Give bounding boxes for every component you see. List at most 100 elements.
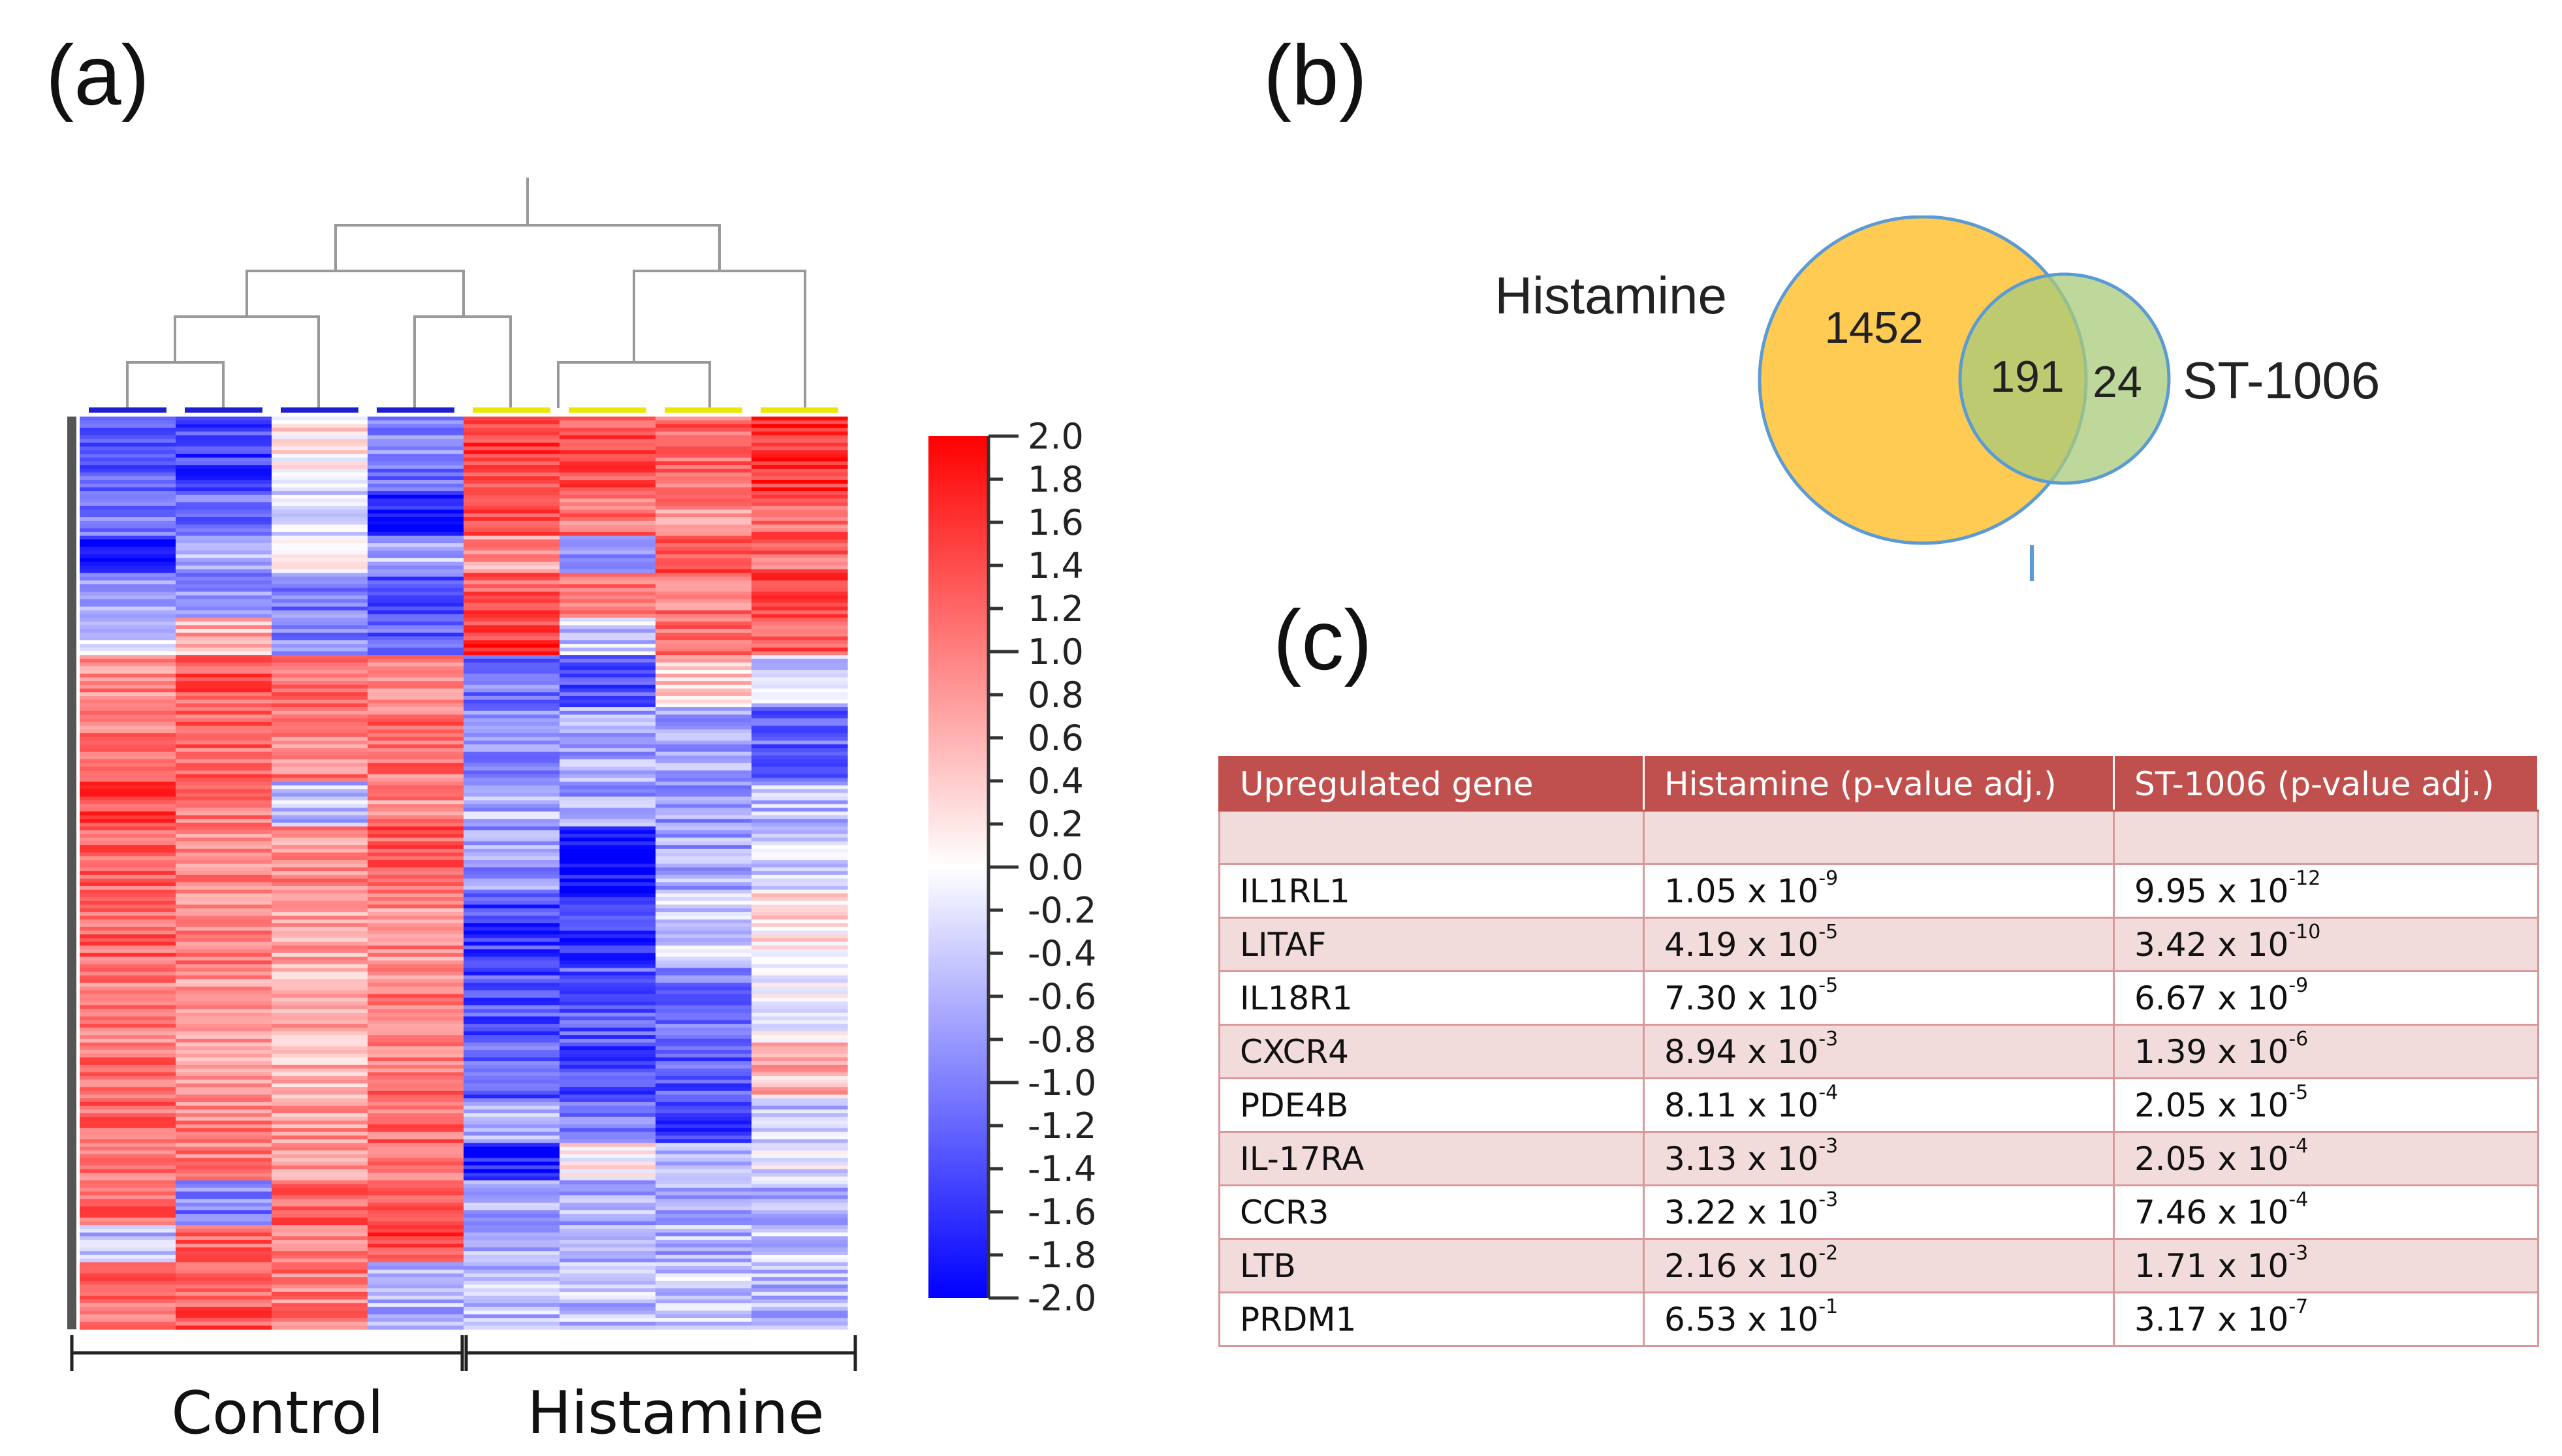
- heatmap-cell: [80, 625, 176, 629]
- heatmap-cell: [176, 1101, 272, 1107]
- heatmap-cell: [176, 841, 272, 846]
- heatmap-cell: [272, 621, 368, 626]
- heatmap-cell: [656, 834, 752, 838]
- heatmap-cell: [176, 1206, 272, 1211]
- heatmap-cell: [272, 797, 368, 801]
- heatmap-cell: [272, 1154, 368, 1159]
- pvalue-base: 2.16 x 10: [1664, 1246, 1819, 1285]
- heatmap-cell: [560, 1221, 656, 1226]
- heatmap-cell: [656, 874, 752, 879]
- heatmap-cell: [176, 1094, 272, 1099]
- heatmap-cell: [560, 1031, 656, 1036]
- heatmap-cell: [464, 607, 560, 611]
- heatmap-cell: [80, 592, 176, 596]
- heatmap-cell: [368, 599, 464, 603]
- heatmap-cell: [560, 710, 656, 716]
- heatmap-cell: [80, 1053, 176, 1058]
- heatmap-cell: [176, 644, 272, 648]
- heatmap-cell: [272, 498, 368, 503]
- heatmap-cell: [560, 1147, 656, 1151]
- pvalue-exponent: -1: [1818, 1295, 1839, 1318]
- heatmap-cell: [656, 987, 752, 991]
- heatmap-cell: [751, 562, 848, 566]
- heatmap-cell: [176, 688, 272, 693]
- heatmap-cell: [368, 1277, 464, 1282]
- heatmap-cell: [751, 826, 848, 831]
- heatmap-cell: [464, 1325, 560, 1330]
- heatmap-cell: [368, 517, 464, 522]
- heatmap-cell: [368, 1031, 464, 1036]
- heatmap-cell: [368, 871, 464, 876]
- heatmap-cell: [656, 1199, 752, 1203]
- heatmap-cell: [464, 885, 560, 891]
- heatmap-cell: [464, 603, 560, 607]
- heatmap-cell: [464, 1251, 560, 1256]
- heatmap-cell: [751, 565, 848, 570]
- pvalue-exponent: -6: [2288, 1027, 2309, 1051]
- heatmap-cell: [368, 1221, 464, 1226]
- heatmap-cell: [176, 1217, 272, 1222]
- heatmap-cell: [368, 830, 464, 834]
- heatmap-cell: [368, 483, 464, 488]
- heatmap-cell: [80, 614, 176, 618]
- group-brackets: [70, 1335, 857, 1371]
- heatmap-cell: [176, 677, 272, 682]
- heatmap-cell: [464, 1288, 560, 1293]
- heatmap-cell: [751, 998, 848, 1002]
- heatmap-cell: [751, 1225, 848, 1229]
- heatmap-cell: [272, 822, 368, 827]
- heatmap-cell: [272, 543, 368, 548]
- heatmap-cell: [368, 655, 464, 659]
- pvalue-exponent: -4: [2288, 1134, 2309, 1158]
- heatmap-cell: [751, 1195, 848, 1199]
- heatmap-cell: [272, 856, 368, 861]
- heatmap-cell: [272, 744, 368, 749]
- venn-label-histamine: Histamine: [1494, 266, 1727, 324]
- heatmap-cell: [751, 789, 848, 793]
- heatmap-cell: [464, 994, 560, 998]
- gene-name: IL18R1: [1218, 970, 1645, 1026]
- heatmap-cell: [368, 793, 464, 797]
- heatmap-cell: [272, 558, 368, 563]
- heatmap-cell: [560, 972, 656, 976]
- heatmap-cell: [656, 1188, 752, 1192]
- heatmap-cell: [656, 513, 752, 518]
- heatmap-cell: [80, 1113, 176, 1118]
- heatmap-cell: [751, 1273, 848, 1278]
- heatmap-cell: [80, 1035, 176, 1039]
- heatmap-cell: [751, 990, 848, 995]
- heatmap-cell: [656, 856, 752, 861]
- heatmap-cell: [464, 1247, 560, 1252]
- heatmap-cell: [368, 1132, 464, 1136]
- heatmap-cell: [176, 483, 272, 488]
- heatmap-cell: [80, 1321, 176, 1326]
- heatmap-cell: [656, 729, 752, 734]
- heatmap-cell: [560, 1113, 656, 1118]
- heatmap-cell: [80, 684, 176, 689]
- heatmap-cell: [80, 1240, 176, 1244]
- heatmap-cell: [272, 595, 368, 600]
- heatmap-cell: [464, 856, 560, 861]
- heatmap-cell: [656, 677, 752, 682]
- heatmap-cell: [272, 957, 368, 961]
- heatmap-cell: [560, 1306, 656, 1312]
- heatmap-cell: [80, 808, 176, 812]
- heatmap-cell: [560, 580, 656, 585]
- heatmap-cell: [272, 789, 368, 793]
- heatmap-cell: [272, 662, 368, 667]
- heatmap-cell: [272, 528, 368, 533]
- heatmap-cell: [751, 595, 848, 600]
- heatmap-cell: [751, 707, 848, 712]
- heatmap-cell: [176, 1280, 272, 1286]
- heatmap-cell: [80, 841, 176, 846]
- heatmap-cell: [464, 554, 560, 559]
- heatmap-cell: [80, 1318, 176, 1323]
- histamine-pvalue: 4.19 x 10-5: [1643, 917, 2115, 972]
- heatmap-cell: [80, 1143, 176, 1147]
- heatmap-cell: [464, 1143, 560, 1147]
- heatmap-cell: [464, 699, 560, 704]
- heatmap-cell: [560, 420, 656, 425]
- heatmap-cell: [176, 1027, 272, 1032]
- heatmap-cell: [656, 900, 752, 906]
- heatmap-cell: [272, 509, 368, 514]
